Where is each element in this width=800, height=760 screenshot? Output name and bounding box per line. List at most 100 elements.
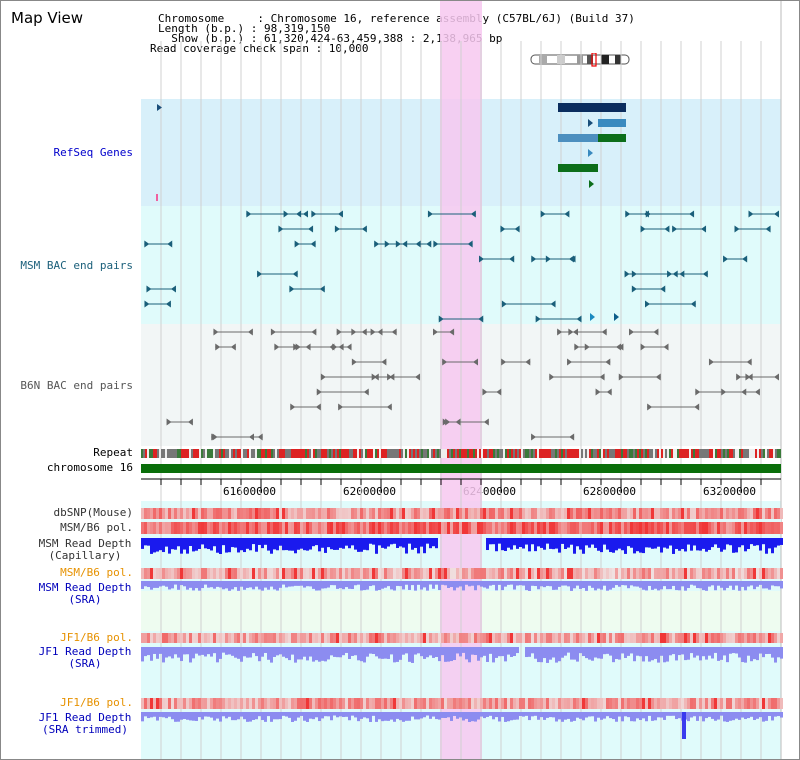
- dbsnp-cell: [501, 508, 504, 519]
- repeat-segment: [545, 449, 547, 458]
- jf1-depth-trim-bar: [255, 712, 258, 720]
- b6n-bac-label[interactable]: B6N BAC end pairs: [20, 379, 133, 392]
- jf1-depth-sra-bar: [402, 647, 405, 655]
- repeat-segment: [711, 449, 713, 458]
- repeat-segment: [211, 449, 213, 458]
- jf1-pol-cell: [405, 633, 408, 643]
- msm-depth-sra-bar: [150, 581, 153, 590]
- msm-pol-label[interactable]: MSM/B6 pol.: [60, 521, 133, 534]
- jf1-pol-cell: [666, 633, 669, 643]
- repeat-segment: [363, 449, 365, 458]
- msm-bac-label[interactable]: MSM BAC end pairs: [20, 259, 133, 272]
- msm-pol2-cell: [186, 568, 189, 579]
- msm-pol2-cell: [267, 568, 270, 579]
- msm-depth-sra-bar: [624, 581, 627, 586]
- msm-depth-sra-bar: [768, 581, 771, 590]
- msm-pol2-cell: [177, 568, 180, 579]
- jf1-pol-label[interactable]: JF1/B6 pol.: [60, 631, 133, 644]
- jf1-pol-cell: [318, 633, 321, 643]
- dbsnp-cell: [681, 508, 684, 519]
- msm-pol2-cell: [306, 568, 309, 579]
- dbsnp-cell: [294, 508, 297, 519]
- jf1-pol2-cell: [588, 698, 591, 709]
- jf1-depth-sra-bar: [738, 647, 741, 658]
- jf1-depth-trim-bar: [360, 712, 363, 719]
- jf1-depth-trim-bar: [546, 712, 549, 718]
- msm-depth-cap-bar: [339, 538, 342, 548]
- repeat-segment: [291, 449, 293, 458]
- msm-depth-capillary-label[interactable]: MSM Read Depth (Capillary): [29, 538, 141, 562]
- repeat-segment: [679, 449, 681, 458]
- jf1-pol-cell: [576, 633, 579, 643]
- dbsnp-label[interactable]: dbSNP(Mouse): [53, 506, 133, 519]
- msm-pol2-cell: [543, 568, 546, 579]
- dbsnp-cell: [666, 508, 669, 519]
- msm-depth-cap-bar: [570, 538, 573, 545]
- msm-pol-cell: [699, 522, 702, 534]
- refseq-genes-label[interactable]: RefSeq Genes: [53, 146, 133, 159]
- jf1-pol-cell: [327, 633, 330, 643]
- jf1-depth-sra-bar: [189, 647, 192, 663]
- msm-depth-cap-bar: [426, 538, 429, 544]
- jf1-pol-cell: [207, 633, 210, 643]
- msm-depth-cap-bar: [213, 538, 216, 547]
- msm-depth-cap-bar: [306, 538, 309, 551]
- jf1-pol-cell: [216, 633, 219, 643]
- jf1-depth-trim-bar: [381, 712, 384, 722]
- msm-pol-cell: [642, 522, 645, 534]
- repeat-segment: [495, 449, 497, 458]
- dbsnp-cell: [519, 508, 522, 519]
- msm-pol2-cell: [216, 568, 219, 579]
- msm-depth-sra-bar: [171, 581, 174, 589]
- repeat-segment: [657, 449, 659, 458]
- msm-depth-sra-label[interactable]: MSM Read Depth (SRA): [29, 582, 141, 606]
- jf1-depth-trim-bar: [228, 712, 231, 717]
- dbsnp-cell: [714, 508, 717, 519]
- msm-depth-sra-bar: [381, 581, 384, 589]
- msm-depth-cap-bar: [666, 538, 669, 549]
- msm-pol-cell: [753, 522, 756, 534]
- msm-pol2-cell: [648, 568, 651, 579]
- msm-pol2-cell: [441, 568, 444, 579]
- repeat-segment: [471, 449, 473, 458]
- repeat-segment: [261, 449, 263, 458]
- jf1-pol-cell: [513, 633, 516, 643]
- msm-pol2-cell: [609, 568, 612, 579]
- b6n-bac-pair: [248, 433, 254, 441]
- repeat-segment: [413, 449, 415, 458]
- jf1-pol-cell: [678, 633, 681, 643]
- jf1-pol-cell: [693, 633, 696, 643]
- b6n-bac-pair: [655, 373, 661, 381]
- jf1-pol-cell: [204, 633, 207, 643]
- dbsnp-cell: [456, 508, 459, 519]
- jf1-depth-sra-bar: [462, 647, 465, 653]
- jf1-pol-cell: [753, 633, 756, 643]
- b6n-bac-pair: [736, 373, 742, 381]
- jf1-depth-trim-label[interactable]: JF1 Read Depth (SRA trimmed): [29, 712, 141, 736]
- jf1-pol2-cell: [441, 698, 444, 709]
- msm-pol-cell: [327, 522, 330, 534]
- dbsnp-cell: [582, 508, 585, 519]
- dbsnp-cell: [480, 508, 483, 519]
- jf1-depth-sra-bar: [630, 647, 633, 654]
- jf1-pol2-cell: [717, 698, 720, 709]
- msm-depth-sra-bar: [702, 581, 705, 591]
- msm-pol2-label[interactable]: MSM/B6 pol.: [60, 566, 133, 579]
- msm-depth-sra-bar: [690, 581, 693, 585]
- repeat-segment: [209, 449, 211, 458]
- jf1-pol-cell: [663, 633, 666, 643]
- jf1-pol2-cell: [609, 698, 612, 709]
- msm-depth-sra-bar: [390, 581, 393, 590]
- jf1-depth-sra-bar: [393, 647, 396, 663]
- jf1-pol-cell: [450, 633, 453, 643]
- repeat-segment: [629, 449, 631, 458]
- jf1-depth-sra-label[interactable]: JF1 Read Depth (SRA): [29, 646, 141, 670]
- msm-depth-cap-bar: [711, 538, 714, 548]
- repeat-segment: [633, 449, 635, 458]
- msm-depth-sra-bar: [183, 581, 186, 587]
- jf1-pol2-label[interactable]: JF1/B6 pol.: [60, 696, 133, 709]
- msm-depth-sra-bar: [510, 581, 513, 585]
- msm-pol2-cell: [495, 568, 498, 579]
- dbsnp-cell: [330, 508, 333, 519]
